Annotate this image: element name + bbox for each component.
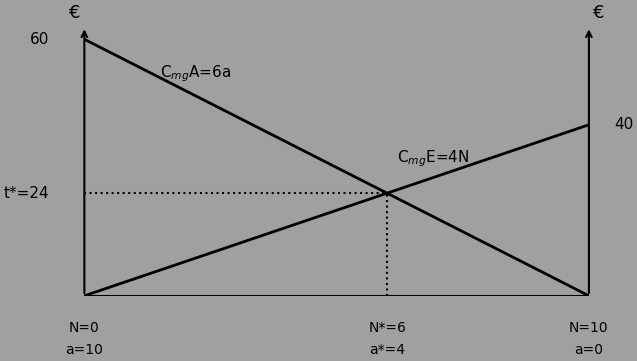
Text: €: € bbox=[69, 4, 80, 22]
Text: a=0: a=0 bbox=[575, 343, 603, 357]
Text: t*=24: t*=24 bbox=[3, 186, 49, 201]
Text: N=0: N=0 bbox=[69, 321, 100, 335]
Text: C$_{mg}$E=4N: C$_{mg}$E=4N bbox=[397, 149, 469, 169]
Text: N*=6: N*=6 bbox=[368, 321, 406, 335]
Text: a=10: a=10 bbox=[66, 343, 103, 357]
Text: €: € bbox=[593, 4, 605, 22]
Text: 40: 40 bbox=[614, 117, 633, 132]
Text: a*=4: a*=4 bbox=[369, 343, 405, 357]
Text: 60: 60 bbox=[30, 32, 49, 47]
Text: N=10: N=10 bbox=[569, 321, 609, 335]
Text: C$_{mg}$A=6a: C$_{mg}$A=6a bbox=[160, 63, 231, 84]
